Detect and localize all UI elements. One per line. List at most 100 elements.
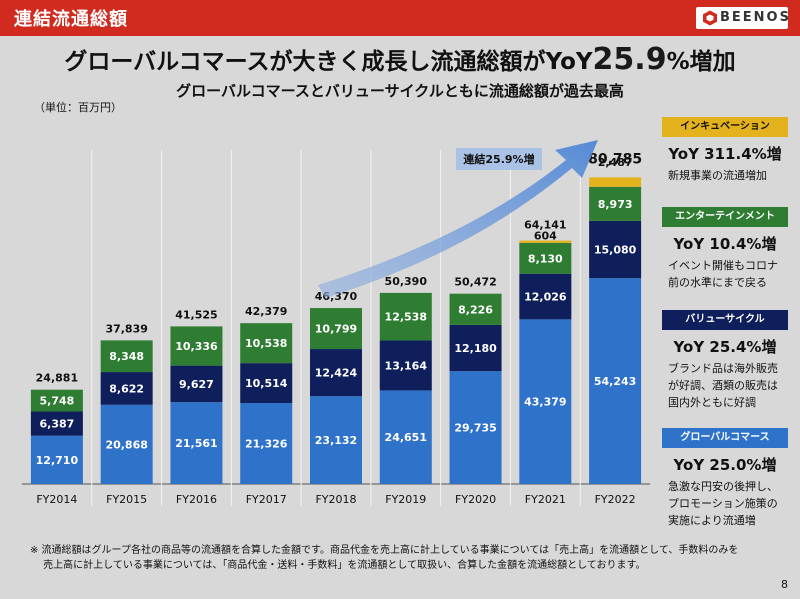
segment-label: 12,180 — [454, 342, 497, 355]
segment-label: 6,387 — [39, 418, 74, 431]
bar-segment — [379, 292, 432, 341]
bar-segment — [170, 326, 223, 366]
panel-title: エンターテインメント — [662, 207, 788, 227]
growth-arrow — [318, 140, 598, 298]
subtitle: グローバルコマースとバリューサイクルともに流通総額が過去最高 — [176, 82, 624, 100]
category-label: FY2020 — [455, 493, 496, 506]
headline-prefix: グローバルコマースが大きく成長し流通総額がYoY — [64, 49, 593, 75]
bar-segment — [519, 242, 572, 274]
total-label: 41,525 — [175, 308, 217, 321]
category-label: FY2022 — [595, 493, 636, 506]
segment-label: 20,868 — [105, 438, 147, 451]
segment-label: 12,026 — [524, 291, 567, 304]
panel-yoy: YoY 10.4%増 — [673, 235, 777, 253]
bar-segment — [310, 396, 362, 484]
panel-yoy: YoY 25.0%増 — [673, 456, 777, 474]
page-number: 8 — [781, 578, 788, 591]
segment-label: 10,799 — [315, 323, 357, 336]
segment-label: 12,424 — [315, 367, 358, 380]
category-label: FY2017 — [246, 493, 287, 506]
total-label: 50,472 — [454, 276, 496, 289]
segment-panel-global-commerce: グローバルコマース YoY 25.0%増 急激な円安の後押し、 プロモーション施策の… — [662, 428, 788, 529]
segment-label: 5,748 — [39, 395, 74, 408]
panel-title: グローバルコマース — [662, 428, 788, 448]
segment-panel-incubation: インキュベーション YoY 311.4%増新規事業の流通増加 — [662, 117, 788, 184]
bar-segment — [519, 273, 572, 320]
segment-label: 8,348 — [109, 350, 144, 363]
bar-segment — [170, 402, 223, 484]
bar-segment — [379, 340, 432, 391]
segment-label: 12,710 — [36, 454, 79, 467]
title-bar: 連結流通総額 BEENOS — [0, 0, 800, 36]
callout-box — [456, 148, 542, 170]
total-label: 80,785 — [588, 151, 642, 167]
panel-description: 新規事業の流通増加 — [668, 169, 767, 182]
panel-title: インキュベーション — [662, 117, 788, 137]
category-label: FY2016 — [176, 493, 217, 506]
total-label: 64,141 — [524, 219, 566, 232]
panel-yoy: YoY 25.4%増 — [673, 338, 777, 356]
bar-segment — [30, 435, 83, 484]
segment-label: 8,226 — [458, 303, 493, 316]
hexagon-logo-icon — [703, 10, 717, 26]
panel-yoy: YoY 311.4%増 — [668, 145, 782, 163]
segment-label: 21,561 — [175, 437, 217, 450]
total-label: 42,379 — [245, 305, 287, 318]
bar-segment — [100, 404, 153, 484]
bar-segment — [449, 324, 502, 372]
segment-label: 2,487 — [598, 156, 633, 169]
bar-segment — [30, 411, 83, 436]
bar-segment — [449, 371, 502, 484]
segment-label: 15,080 — [594, 244, 637, 257]
segment-label: 43,379 — [524, 396, 566, 409]
bar-segment — [519, 240, 572, 243]
bar-segment — [519, 319, 572, 484]
bar-segment — [30, 389, 83, 412]
category-label: FY2015 — [106, 493, 147, 506]
segment-label: 8,130 — [528, 252, 563, 265]
category-label: FY2018 — [315, 493, 356, 506]
segment-label: 12,538 — [385, 311, 427, 324]
panel-description: イベント開催もコロナ 前の水準にまで戻る — [668, 259, 778, 289]
unit-label: （単位：百万円） — [34, 101, 122, 114]
segment-label: 29,735 — [454, 422, 496, 435]
panel-title: バリューサイクル — [662, 310, 788, 330]
brand-logo: BEENOS — [696, 7, 791, 29]
segment-label: 10,514 — [245, 377, 288, 390]
footnote: ※ 流通総額はグループ各社の商品等の流通額を合算した金額です。商品代金を売上高に… — [30, 545, 739, 571]
bar-segment — [240, 363, 293, 404]
segment-label: 10,336 — [175, 340, 218, 353]
headline-suffix: %増加 — [666, 49, 736, 75]
segment-label: 21,326 — [245, 438, 288, 451]
bar-segment — [100, 340, 153, 373]
segment-panel-value-cycle: バリューサイクル YoY 25.4%増ブランド品は海外販売 が好調、酒類の販売は … — [662, 310, 788, 411]
total-label: 50,390 — [385, 275, 428, 288]
brand-name: BEENOS — [720, 10, 791, 25]
bar-segment — [449, 293, 502, 325]
segment-panel-entertainment: エンターテインメント YoY 10.4%増イベント開催もコロナ 前の水準にまで戻る — [662, 207, 788, 291]
segment-label: 8,973 — [598, 198, 633, 211]
bar-segment — [240, 403, 293, 484]
segment-label: 10,538 — [245, 337, 287, 350]
category-label: FY2021 — [525, 493, 566, 506]
segment-label: 8,622 — [109, 382, 144, 395]
page-title: 連結流通総額 — [14, 9, 128, 30]
bar-segment — [589, 177, 642, 187]
bar-segment — [240, 323, 293, 364]
panel-description: ブランド品は海外販売 が好調、酒類の販売は 国内外ともに好調 — [668, 362, 778, 409]
segment-label: 9,627 — [179, 378, 214, 391]
segment-label: 24,651 — [385, 431, 427, 444]
headline-number: 25.9 — [592, 42, 667, 77]
bar-segment — [589, 278, 642, 484]
bar-segment — [170, 365, 223, 403]
bar-segment — [310, 349, 362, 397]
total-label: 24,881 — [36, 372, 78, 385]
category-label: FY2014 — [36, 493, 77, 506]
segment-label: 23,132 — [315, 434, 357, 447]
callout-label: 連結25.9%増 — [463, 152, 534, 166]
bar-segment — [379, 390, 432, 484]
bar-segment — [589, 220, 642, 279]
total-label: 37,839 — [105, 322, 147, 335]
segment-label: 13,164 — [385, 359, 428, 372]
